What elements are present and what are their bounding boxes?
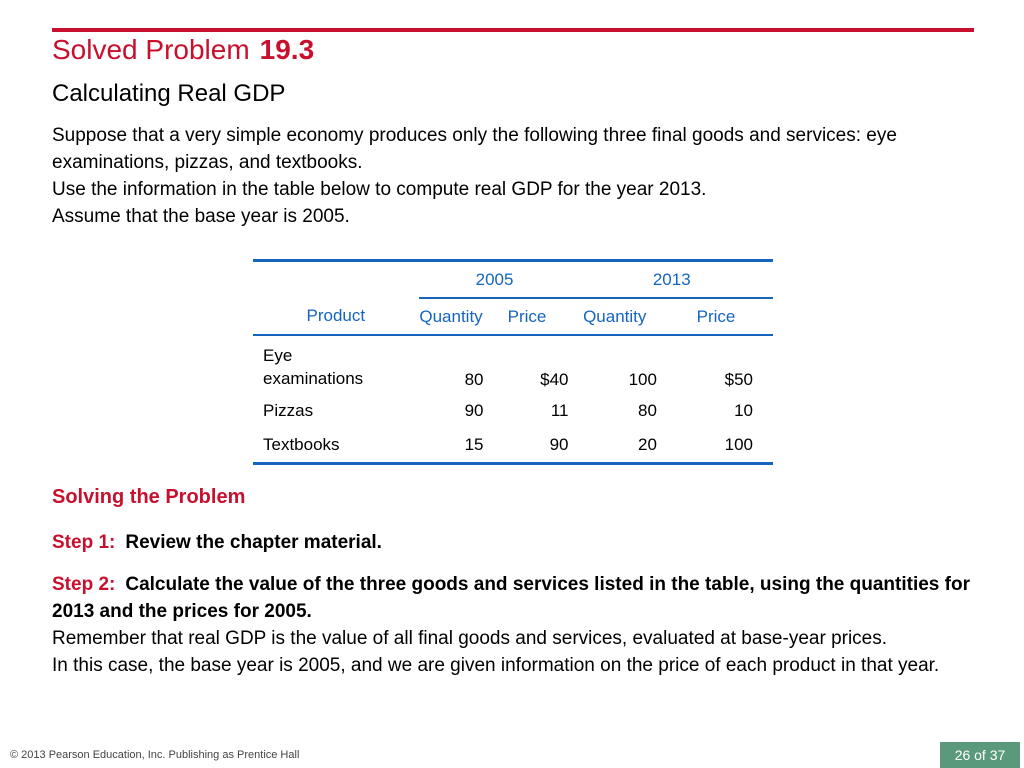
- product-cell: Textbooks: [253, 428, 419, 465]
- step-2-label: Step 2:: [52, 574, 116, 595]
- table-row: Pizzas 90 11 80 10: [253, 394, 773, 428]
- quantity-2013-header: Quantity: [570, 298, 659, 336]
- step-1-text: Review the chapter material.: [125, 532, 382, 553]
- step-1: Step 1: Review the chapter material.: [52, 532, 382, 554]
- intro-paragraph-2: Use the information in the table below t…: [52, 179, 707, 200]
- title-rule: [52, 28, 974, 32]
- quantity-cell: 90: [464, 401, 484, 420]
- price-cell: 90: [483, 428, 571, 465]
- product-header: Product: [253, 298, 419, 336]
- step-2: Step 2: Calculate the value of the three …: [52, 571, 972, 679]
- price-cell: $50: [724, 370, 753, 389]
- price-cell: 100: [658, 428, 773, 465]
- page-number-badge: 26 of 37: [940, 742, 1020, 768]
- product-cell: Pizzas: [263, 401, 314, 420]
- gdp-data-table: 2005 2013 Product Quantity Price Quantit…: [253, 259, 773, 465]
- price-cell: 11: [550, 401, 569, 420]
- price-2013-header: Price: [658, 298, 773, 336]
- intro-text: Suppose that a very simple economy produ…: [52, 122, 952, 230]
- product-cell: Eye examinations: [263, 346, 364, 388]
- quantity-2005-header: Quantity: [418, 298, 484, 336]
- quantity-cell: 100: [628, 370, 657, 389]
- explanation-paragraph-1: Remember that real GDP is the value of a…: [52, 628, 888, 649]
- intro-paragraph-3: Assume that the base year is 2005.: [52, 206, 350, 227]
- year-2005-header: 2005: [418, 260, 571, 299]
- table-row: Textbooks 15 90 20 100: [253, 428, 773, 465]
- price-cell: $40: [540, 370, 569, 389]
- year-header-row: 2005 2013: [253, 260, 773, 299]
- column-header-row: Product Quantity Price Quantity Price: [253, 298, 773, 336]
- quantity-cell: 20: [570, 428, 659, 465]
- explanation-paragraph-2: In this case, the base year is 2005, and…: [52, 655, 940, 676]
- intro-paragraph-1: Suppose that a very simple economy produ…: [52, 125, 897, 173]
- slide-subtitle: Calculating Real GDP: [52, 80, 286, 107]
- quantity-cell: 80: [464, 370, 484, 389]
- title-prefix: Solved Problem: [52, 34, 250, 65]
- table-row: Eye examinations 80 $40 100 $50: [253, 335, 773, 394]
- step-2-text: Calculate the value of the three goods a…: [52, 574, 970, 622]
- quantity-cell: 15: [418, 428, 484, 465]
- price-2005-header: Price: [483, 298, 571, 336]
- year-2013-header: 2013: [570, 260, 773, 299]
- price-cell: 10: [734, 401, 753, 420]
- step-1-label: Step 1:: [52, 532, 116, 553]
- slide-title: Solved Problem 19.3: [52, 34, 314, 66]
- solving-heading: Solving the Problem: [52, 486, 246, 508]
- quantity-cell: 80: [638, 401, 657, 420]
- title-number: 19.3: [259, 34, 315, 65]
- copyright-footer: © 2013 Pearson Education, Inc. Publishin…: [10, 749, 300, 761]
